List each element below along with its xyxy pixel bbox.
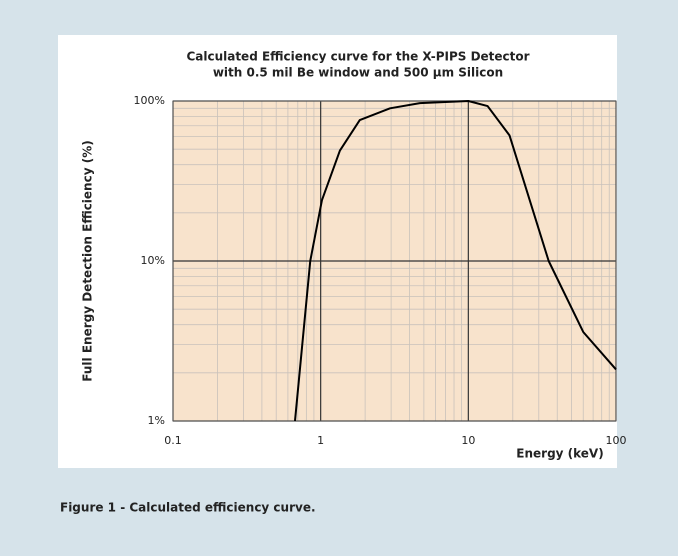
x-tick-label: 100 <box>606 434 627 447</box>
chart-title: with 0.5 mil Be window and 500 µm Silico… <box>213 66 503 80</box>
x-tick-label: 1 <box>317 434 324 447</box>
line <box>293 100 617 422</box>
plot-border <box>172 100 617 422</box>
x-axis-label: Energy (keV) <box>516 447 603 461</box>
y-tick-label: 1% <box>148 414 165 427</box>
y-axis-label: Full Energy Detection Efficiency (%) <box>81 140 95 381</box>
y-tick-label: 100% <box>134 94 165 107</box>
y-tick-label: 10% <box>141 254 165 267</box>
chart-title: Calculated Efficiency curve for the X-PI… <box>186 50 529 64</box>
x-tick-label: 10 <box>461 434 475 447</box>
caption: Figure 1 - Calculated efficiency curve. <box>60 501 316 515</box>
x-tick-label: 0.1 <box>164 434 182 447</box>
